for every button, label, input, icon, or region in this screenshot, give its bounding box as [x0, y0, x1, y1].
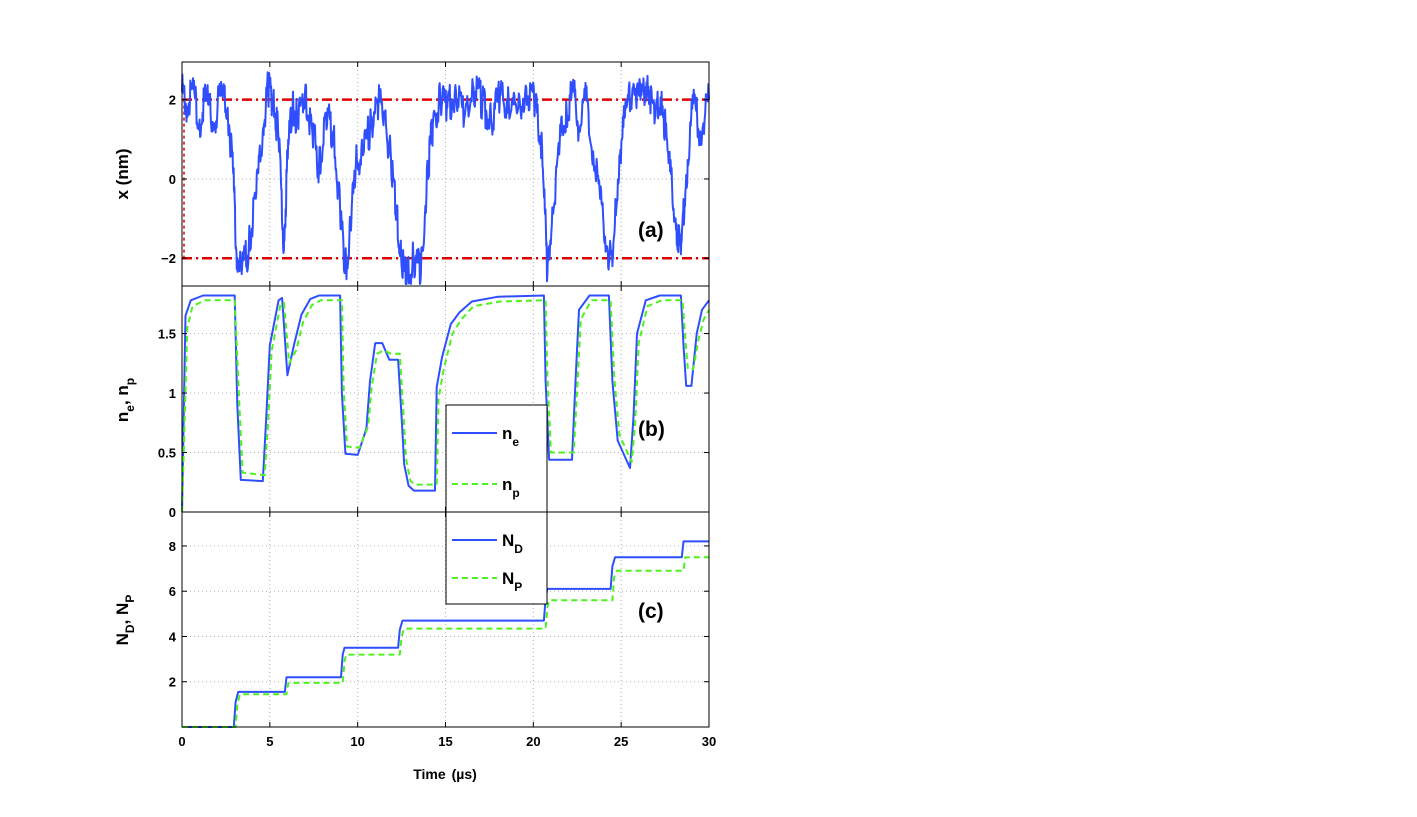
ylabel-c: ND, NP	[113, 595, 137, 646]
panel-b: 0 0.5 1 1.5 ne, np (b) ne np	[113, 285, 710, 520]
y-tick-label: 0	[169, 172, 176, 187]
series-line-x-0	[181, 71, 710, 285]
panel-c: 2 4 6 8 0 5 10 15 20 25 30 ND, NP (c) ND NP	[113, 511, 716, 749]
ylabel-b-sub2: p	[123, 378, 137, 385]
x-tick-label: 30	[702, 734, 716, 749]
yticks-c: 2 4 6 8	[169, 512, 710, 727]
legend-c: ND NP	[445, 511, 548, 605]
xlabel: Time (µs)	[413, 766, 477, 782]
x-tick-label: 15	[438, 734, 452, 749]
y-tick-label: 4	[169, 629, 177, 644]
series-line-n_p	[181, 299, 710, 513]
yticks-a: −2 0 2	[161, 62, 710, 286]
legend-b-box	[445, 404, 548, 513]
x-tick-label: 25	[614, 734, 628, 749]
panel-label-b: (b)	[638, 418, 665, 441]
y-tick-label: 6	[169, 584, 176, 599]
series-b	[181, 294, 710, 513]
y-tick-label: 0.5	[158, 446, 176, 461]
y-tick-label: 2	[169, 675, 176, 690]
panel-label-a: (a)	[638, 219, 664, 242]
series-line-n_e	[181, 294, 710, 513]
y-tick-label: 8	[169, 539, 176, 554]
ylabel-b-sub1: e	[123, 405, 137, 412]
panel-label-c: (c)	[638, 600, 664, 623]
ylabel-a: x (nm)	[113, 149, 132, 200]
x-tick-label: 20	[526, 734, 540, 749]
panel-a: −2 0 2 x (nm) (a)	[113, 61, 710, 287]
xlabel-main: Time	[413, 766, 446, 782]
grid-a	[182, 62, 709, 286]
xlabel-unit: (µs)	[452, 766, 477, 782]
x-tick-label: 5	[266, 734, 273, 749]
x-tick-label: 0	[178, 734, 185, 749]
y-tick-label: 0	[169, 505, 176, 520]
y-tick-label: 1	[169, 386, 176, 401]
yticks-b: 0 0.5 1 1.5	[158, 286, 710, 520]
series-a	[181, 71, 710, 285]
x-tick-label: 10	[350, 734, 364, 749]
series-line-N_D	[182, 540, 709, 728]
y-tick-label: 1.5	[158, 327, 176, 342]
y-tick-label: −2	[161, 251, 176, 266]
legend-c-box	[445, 511, 548, 605]
xticks-c: 0 5 10 15 20 25 30	[178, 734, 716, 749]
ylabel-b: ne, np	[113, 378, 137, 422]
y-tick-label: 2	[169, 93, 176, 108]
series-c	[182, 540, 709, 728]
legend-b: ne np	[445, 404, 548, 513]
series-line-N_P	[182, 556, 709, 728]
